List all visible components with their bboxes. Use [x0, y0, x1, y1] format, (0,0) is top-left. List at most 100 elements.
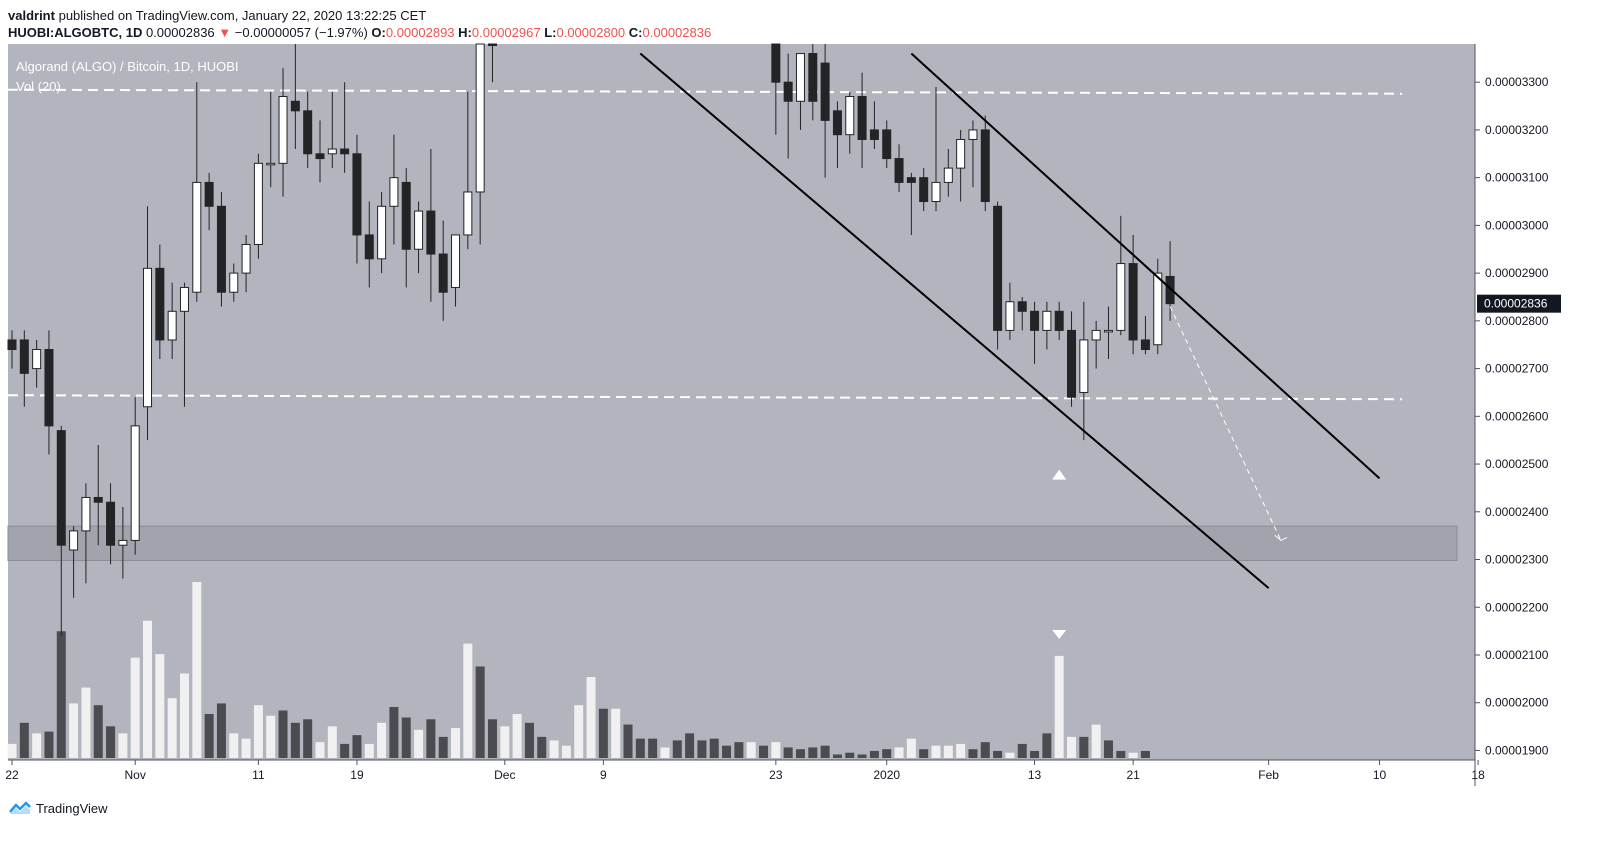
- candle-body: [451, 234, 461, 288]
- candle-body: [19, 339, 29, 374]
- volume-bar: [956, 743, 966, 758]
- volume-bar: [746, 742, 756, 758]
- price-axis[interactable]: [1475, 44, 1565, 760]
- candle-body: [81, 496, 91, 532]
- candle-body: [463, 191, 473, 236]
- y-tick-label: 0.00002200: [1485, 600, 1549, 614]
- candle-body: [487, 43, 497, 46]
- candle-body: [475, 43, 485, 193]
- x-tick-label: Feb: [1258, 768, 1279, 782]
- y-tick-label: 0.00003200: [1485, 123, 1549, 137]
- candle-body: [167, 310, 177, 341]
- symbol-name[interactable]: HUOBI:ALGOBTC, 1D: [8, 25, 143, 40]
- last-price-badge: [1477, 294, 1561, 313]
- volume-bar: [93, 705, 103, 758]
- volume-bar: [315, 742, 325, 758]
- y-tick-label: 0.00003300: [1485, 75, 1549, 89]
- volume-bar: [722, 745, 732, 758]
- volume-bar: [574, 705, 584, 758]
- volume-bar: [414, 729, 424, 758]
- x-tick-label: 18: [1471, 768, 1485, 782]
- volume-bar: [635, 738, 645, 758]
- candle-body: [143, 267, 153, 408]
- author-name[interactable]: valdrint: [8, 8, 55, 23]
- candle-body: [106, 501, 116, 546]
- volume-bar: [155, 654, 165, 758]
- volume-bar: [1091, 724, 1101, 758]
- volume-bar: [352, 735, 362, 758]
- volume-bar: [1030, 750, 1040, 758]
- candle-body: [278, 96, 288, 164]
- legend-title[interactable]: Algorand (ALGO) / Bitcoin, 1D, HUOBI: [16, 59, 239, 74]
- volume-bar: [1103, 740, 1113, 758]
- projection-arrow-head: [1274, 535, 1288, 542]
- candle-body: [204, 181, 214, 207]
- volume-bar: [69, 703, 79, 758]
- up-triangle-icon: [1052, 469, 1067, 480]
- volume-bar: [81, 687, 91, 758]
- candle-body: [857, 96, 867, 140]
- channel-lower-line: [639, 52, 1270, 589]
- candle-body: [352, 153, 362, 236]
- legend-volume[interactable]: Vol (20): [16, 79, 61, 94]
- tradingview-logo-icon: [9, 801, 31, 814]
- candle-body: [253, 162, 263, 245]
- footer-brand-label: TradingView: [36, 800, 108, 816]
- candle-body: [931, 181, 941, 203]
- x-tick-label: 11: [252, 768, 265, 782]
- volume-bar: [549, 740, 559, 758]
- time-axis[interactable]: [8, 760, 1475, 786]
- x-tick-label: 9: [600, 768, 607, 782]
- volume-bar: [364, 743, 374, 758]
- volume-bar: [968, 749, 978, 758]
- volume-bar: [561, 745, 571, 758]
- low-value: 0.00002800: [556, 25, 626, 40]
- candle-body: [1153, 272, 1163, 346]
- volume-bar: [130, 657, 140, 758]
- x-tick-label: 10: [1373, 768, 1387, 782]
- candle-body: [44, 348, 54, 427]
- x-tick-label: 22: [5, 768, 19, 782]
- volume-bar: [1128, 752, 1138, 758]
- volume-bar: [475, 666, 485, 758]
- volume-bar: [598, 708, 608, 758]
- volume-bar: [19, 722, 29, 758]
- candle-body: [364, 234, 374, 260]
- footer-brand[interactable]: TradingView: [8, 800, 108, 816]
- volume-bar: [327, 726, 337, 758]
- candle-body: [266, 162, 276, 166]
- candle-body: [32, 348, 42, 370]
- volume-bar: [192, 582, 202, 758]
- low-label: L:: [544, 25, 557, 40]
- x-tick-label: 19: [350, 768, 364, 782]
- candle-body: [179, 286, 189, 312]
- volume-bar: [1140, 750, 1150, 758]
- volume-bar: [143, 620, 153, 758]
- volume-bar: [1067, 736, 1077, 758]
- volume-bar: [451, 728, 461, 758]
- volume-bar: [882, 749, 892, 758]
- legend: Algorand (ALGO) / Bitcoin, 1D, HUOBI Vol…: [16, 59, 239, 95]
- volume-bar: [32, 733, 42, 758]
- volume-bar: [795, 749, 805, 758]
- candle-body: [1054, 310, 1064, 331]
- candle-body: [290, 100, 300, 112]
- candle-body: [1103, 329, 1113, 333]
- volume-bar: [56, 631, 66, 758]
- x-tick-label: 13: [1028, 768, 1042, 782]
- y-tick-label: 0.00002300: [1485, 553, 1549, 567]
- volume-bar: [820, 745, 830, 758]
- x-tick-label: 23: [769, 768, 783, 782]
- y-tick-label: 0.00003100: [1485, 171, 1549, 185]
- candle-body: [192, 181, 202, 293]
- candle-body: [377, 205, 387, 260]
- candle-body: [869, 129, 879, 140]
- candle-body: [389, 177, 399, 207]
- volume-bar: [993, 750, 1003, 758]
- y-tick-label: 0.00002400: [1485, 505, 1549, 519]
- channel-upper-line: [910, 52, 1381, 480]
- candle-body: [1042, 310, 1052, 331]
- high-value: 0.00002967: [471, 25, 541, 40]
- volume-bar: [377, 722, 387, 758]
